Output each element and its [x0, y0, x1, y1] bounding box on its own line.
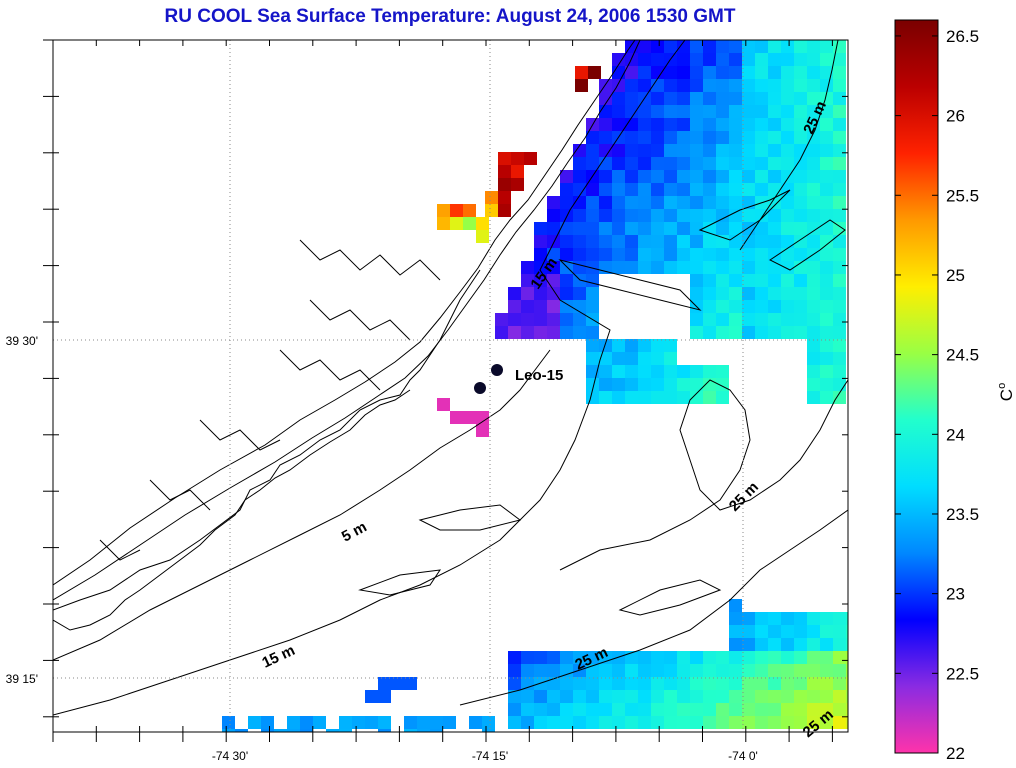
graticule [53, 40, 848, 732]
map-frame [52, 39, 849, 733]
colorbar-tick-label: 23 [946, 585, 965, 604]
contour-15m [53, 40, 686, 716]
lon-label-74-15: -74 15' [472, 749, 508, 763]
lat-label-39-30: 39 30' [6, 334, 38, 348]
colorbar-tick-label: 24 [946, 425, 965, 444]
contour-5m [53, 349, 551, 661]
station-label-leo15: Leo-15 [515, 367, 563, 384]
inner-shoreline [53, 40, 641, 601]
shoal-features [358, 189, 846, 616]
colorbar-gradient [894, 19, 939, 754]
barrier-island-shoreline [53, 40, 636, 586]
frame-ticks [43, 39, 848, 742]
marsh-inlets [99, 239, 441, 561]
station-marker-offshore [491, 364, 503, 376]
contour-25m-north [739, 40, 839, 251]
station-marker-inshore [474, 382, 486, 394]
colorbar-tick-label: 23.5 [946, 505, 979, 524]
lon-label-74-30: -74 30' [212, 749, 248, 763]
colorbar-tick-label: 22.5 [946, 664, 979, 683]
sst-pixel-layer [222, 40, 848, 732]
coastline-contours [53, 40, 848, 716]
mainland-coast [53, 389, 411, 631]
colorbar-tick-label: 24.5 [946, 346, 979, 365]
lat-label-39-15: 39 15' [6, 672, 38, 686]
colorbar-unit: Co [996, 383, 1016, 401]
lon-label-74-0: -74 0' [728, 749, 758, 763]
colorbar-ticks: 26.5 26 25.5 25 24.5 24 23.5 23 22.5 22 [895, 27, 979, 763]
map-title: RU COOL Sea Surface Temperature: August … [164, 6, 736, 27]
colorbar-tick-label: 22 [946, 744, 965, 763]
contour-25m-east [559, 379, 848, 571]
colorbar-tick-label: 26.5 [946, 27, 979, 46]
contour-25m-south [459, 509, 848, 706]
colorbar-tick-label: 25 [946, 266, 965, 285]
colorbar-tick-label: 26 [946, 107, 965, 126]
back-bay-marsh [53, 269, 481, 611]
colorbar-tick-label: 25.5 [946, 186, 979, 205]
